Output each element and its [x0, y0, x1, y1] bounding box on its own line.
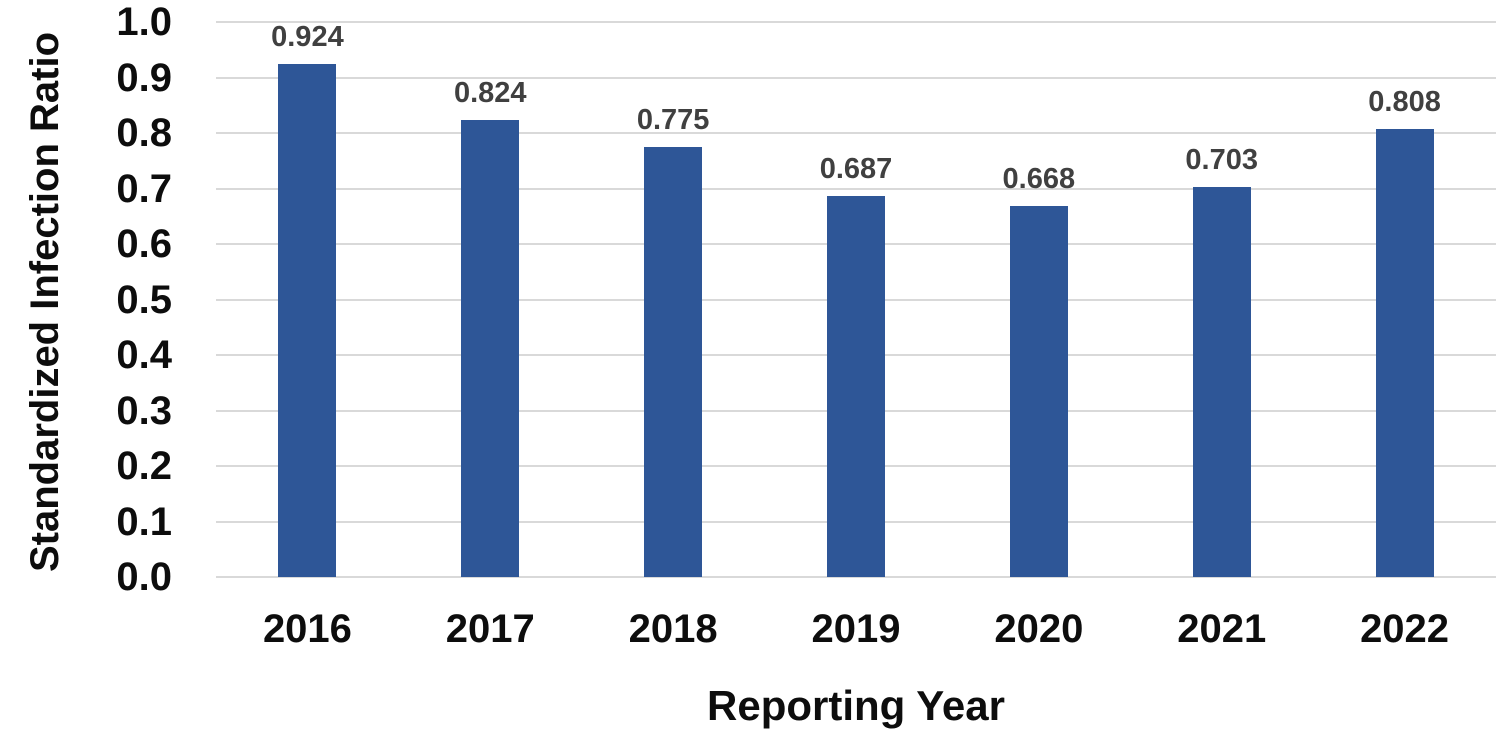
bar-2021 [1192, 186, 1251, 577]
bar-2020 [1009, 206, 1068, 577]
bar-value-label: 0.668 [1002, 163, 1076, 196]
bar-value-label: 0.824 [453, 76, 527, 109]
bar-value-label: 0.687 [819, 152, 893, 185]
y-tick-label: 0.9 [116, 55, 172, 100]
gridline [216, 187, 1496, 190]
x-tick-label: 2020 [994, 607, 1084, 651]
y-tick-label: 1.0 [116, 0, 172, 44]
bar-value-label: 0.808 [1368, 85, 1441, 118]
y-tick-label: 0.6 [116, 222, 172, 266]
bar-2017 [461, 119, 520, 577]
gridline [216, 132, 1496, 134]
bar-2018 [644, 146, 703, 577]
x-tick-label: 2022 [1360, 607, 1450, 651]
y-tick-label: 0.4 [116, 333, 172, 377]
gridline [216, 76, 1496, 79]
gridline [216, 576, 1496, 578]
x-tick-label: 2021 [1177, 607, 1267, 651]
y-tick-label: 0.8 [116, 111, 172, 155]
plot-area: 0.924 2016 0.824 2017 0.775 2018 0.687 2019 0.66… [216, 21, 1496, 651]
bar-2022 [1375, 128, 1434, 577]
y-tick-label: 0.2 [116, 444, 172, 488]
x-tick-label: 2017 [445, 607, 535, 651]
y-tick-label: 0.3 [116, 388, 172, 433]
y-tick-label: 0.7 [116, 166, 172, 211]
x-tick-label: 2016 [262, 607, 352, 651]
y-tick-label: 0.1 [116, 499, 172, 544]
y-tick-label: 0.0 [116, 555, 172, 599]
x-tick-label: 2019 [811, 607, 901, 651]
gridline [216, 21, 1496, 23]
bar-2019 [827, 195, 885, 577]
y-tick-label: 0.5 [116, 277, 172, 322]
bar-value-label: 0.775 [636, 103, 710, 136]
x-tick-label: 2018 [628, 607, 718, 651]
bar-value-label: 0.924 [271, 21, 344, 54]
x-axis-title: Reporting Year [707, 682, 1005, 729]
bar-2016 [278, 64, 337, 577]
bar-value-label: 0.703 [1185, 143, 1258, 176]
